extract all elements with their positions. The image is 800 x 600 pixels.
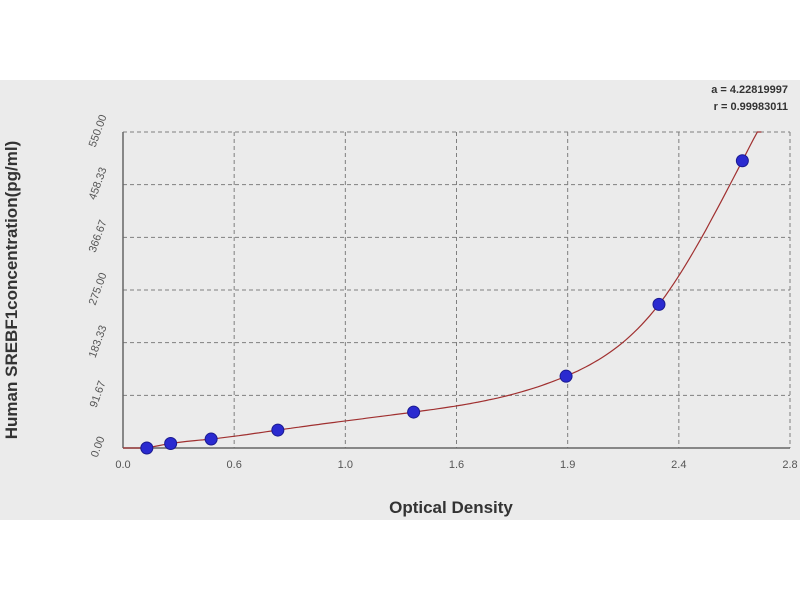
y-tick-label: 0.00	[89, 435, 108, 459]
y-tick-label: 366.67	[87, 218, 110, 254]
data-point	[204, 432, 218, 446]
x-tick-label: 1.6	[449, 459, 464, 471]
x-axis-title: Optical Density	[389, 498, 513, 517]
y-tick-label: 183.33	[87, 324, 110, 360]
x-tick-label: 2.4	[671, 459, 686, 471]
y-axis-title: Human SREBF1concentration(pg/ml)	[2, 141, 21, 439]
chart-svg: 0.0 0.6 1.0 1.6 1.9 2.4 2.8 0.00 91.67 183.33 275.…	[2, 84, 798, 517]
data-point	[735, 154, 749, 168]
x-tick-label: 0.0	[115, 459, 130, 471]
data-points	[140, 154, 749, 455]
fit-stat-r: r = 0.99983011	[714, 101, 788, 113]
data-point	[271, 423, 285, 437]
data-point	[559, 369, 573, 383]
x-tick-label: 1.0	[338, 459, 353, 471]
y-tick-label: 458.33	[87, 166, 110, 202]
y-tick-label: 275.00	[87, 271, 110, 307]
fit-stat-a: a = 4.22819997	[711, 84, 788, 96]
grid-lines	[123, 131, 791, 448]
x-tick-label: 1.9	[560, 459, 575, 471]
data-point	[652, 297, 666, 311]
y-tick-label: 550.00	[87, 113, 110, 149]
chart-panel: 0.0 0.6 1.0 1.6 1.9 2.4 2.8 0.00 91.67 183.33 275.…	[0, 80, 800, 520]
tick-labels: 0.0 0.6 1.0 1.6 1.9 2.4 2.8 0.00 91.67 183.33 275.…	[87, 113, 798, 471]
data-point	[164, 437, 178, 451]
data-point	[407, 405, 421, 419]
x-tick-label: 0.6	[227, 459, 242, 471]
data-point	[140, 441, 154, 455]
y-tick-label: 91.67	[88, 379, 109, 409]
x-tick-label: 2.8	[782, 459, 797, 471]
